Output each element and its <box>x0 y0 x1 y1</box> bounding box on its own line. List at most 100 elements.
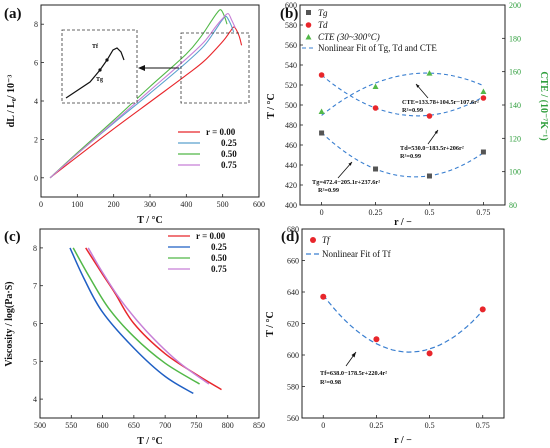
panel-b-tg-point <box>480 149 486 155</box>
panel-d-ytick-label: 620 <box>287 320 299 329</box>
panel-a-inset-tf-marker <box>105 58 109 62</box>
panel-a-inset-tf-label: Tf <box>92 44 99 50</box>
panel-a-ytick-label: 6 <box>34 59 38 68</box>
panel-b-ytick-label: 440 <box>285 161 297 170</box>
panel-b-ylabel: T / °C <box>266 93 277 119</box>
panel-d-ytick-label: 660 <box>287 257 299 266</box>
panel-c-ytick-label: 6 <box>33 320 37 329</box>
panel-a-legend: r = 0.000.250.500.75 <box>178 127 237 170</box>
panel-d-tf-arrow-head <box>351 352 356 358</box>
panel-d: (d) 0 0.25 0.5 0.75 560 580 600 620 640 660 680 r … <box>265 225 505 446</box>
panel-d-ytick-label: 560 <box>287 414 299 423</box>
panel-a-inset-tg-label: Tg <box>96 77 103 83</box>
legend-tg-marker <box>306 10 311 15</box>
panel-c-ytick-label: 4 <box>33 395 37 404</box>
panel-b-xlabel: r / − <box>394 217 412 228</box>
panel-b-xtick-label: 0.75 <box>476 208 490 217</box>
panel-b-ytick-label: 540 <box>285 61 297 70</box>
panel-a-inset-box <box>61 29 138 104</box>
panel-a-inset-tg-marker <box>98 68 102 72</box>
panel-d-ytick-label: 600 <box>287 351 299 360</box>
panel-b-cte-point <box>480 88 487 94</box>
panel-b-tg-eq: Tg=472.4−205.1r+237.6r² <box>312 179 380 186</box>
panel-a-xtick-label: 100 <box>71 200 83 209</box>
panel-a-series-0.50 <box>49 9 228 179</box>
panel-a-xtick-label: 300 <box>144 200 156 209</box>
panel-b-xtick-label: 0.25 <box>369 208 383 217</box>
panel-b-ytick-label: 520 <box>285 81 297 90</box>
legend-td-label: Td <box>318 20 328 30</box>
panel-c-xtick-label: 650 <box>128 421 140 430</box>
panel-c-label: (c) <box>4 229 21 245</box>
panel-c-xtick-label: 850 <box>253 421 265 430</box>
panel-d-tf-point <box>320 293 327 300</box>
panel-d-xtick-label: 0 <box>321 421 325 430</box>
panel-c-xlabel: T / °C <box>137 436 163 447</box>
panel-b-tg-r2: R²=0.99 <box>318 187 339 194</box>
legend-label-0.50: 0.50 <box>221 149 237 159</box>
panel-a-inset-arrowhead <box>138 65 145 71</box>
panel-b-td-r2: R²=0.99 <box>400 153 421 160</box>
panel-b-ytick-label: 580 <box>285 21 297 30</box>
panel-b-ytick-label: 500 <box>285 101 297 110</box>
panel-b-cte-point <box>372 83 379 89</box>
panel-c-xtick-label: 750 <box>190 421 202 430</box>
panel-a-xtick-label: 400 <box>180 200 192 209</box>
legend-td-marker <box>305 22 312 28</box>
panel-c-xtick-label: 600 <box>97 421 109 430</box>
panel-b-label: (b) <box>280 6 298 22</box>
panel-b-ytick-label: 600 <box>285 1 297 10</box>
panel-b-ytick-label: 460 <box>285 141 297 150</box>
panel-b-cte-point <box>318 108 325 114</box>
panel-b-xtick-label: 0.5 <box>424 208 434 217</box>
panel-b-fit-cte <box>321 72 484 116</box>
panel-c-ytick-label: 8 <box>33 244 37 253</box>
panel-b-y2tick-label: 100 <box>509 168 521 177</box>
panel-a-ytick-label: 4 <box>34 97 38 106</box>
panel-c: (c) 500 550 600 650 700 750 800 850 4 5 6 7 8 T / °C… <box>4 228 265 447</box>
panel-d-tf-r2: R²=0.98 <box>320 379 341 386</box>
panel-d-tf-point <box>479 306 486 313</box>
panel-d-ytick-label: 680 <box>287 225 299 234</box>
panel-c-xtick-label: 500 <box>34 421 46 430</box>
panel-b-y2tick-label: 200 <box>509 1 521 10</box>
panel-d-xtick-label: 0.25 <box>369 421 383 430</box>
panel-a-ytick-label: 0 <box>34 174 38 183</box>
panel-d-xtick-label: 0.5 <box>425 421 435 430</box>
panel-d-xlabel: r / − <box>394 435 412 446</box>
panel-d-ylabel: T / °C <box>265 311 276 337</box>
panel-d-fit-tf <box>322 294 484 353</box>
panel-a-zoom-region <box>180 32 250 104</box>
legend-fit-label: Nonlinear Fit of Tf <box>322 249 391 259</box>
panel-b-cte-point <box>426 70 433 76</box>
panel-b-y2tick-label: 180 <box>509 34 521 43</box>
panel-b-xtick-label: 0 <box>320 208 324 217</box>
legend-label-0.75: 0.75 <box>211 264 227 274</box>
panel-c-ytick-label: 5 <box>33 357 37 366</box>
legend-tf-marker <box>310 237 316 243</box>
panel-b-cte-eq: CTE=133.78+104.5r−107.6r² <box>402 99 479 106</box>
legend-label-0.75: 0.75 <box>221 160 237 170</box>
panel-b-td-point <box>426 113 433 119</box>
panel-b-ytick-label: 420 <box>285 181 297 190</box>
legend-label-0.50: 0.50 <box>211 253 227 263</box>
panel-c-xtick-label: 800 <box>222 421 234 430</box>
panel-b-cte-arrow-head <box>416 84 420 88</box>
panel-c-series-0.00 <box>85 247 222 391</box>
panel-a-label: (a) <box>4 6 22 22</box>
panel-a: (a) 0 100 200 300 400 500 600 0 2 4 6 8 T / °C dL /… <box>4 4 265 226</box>
panel-b-ytick-label: 480 <box>285 121 297 130</box>
panel-b-y2tick-label: 80 <box>509 201 517 210</box>
panel-b-tg-point <box>373 166 379 172</box>
legend-fit-label: Nonlinear Fit of Tg, Td and CTE <box>318 43 437 53</box>
panel-d-tf-eq: Tf=638.0−178.5r+220.4r² <box>320 370 387 377</box>
panel-a-ytick-label: 8 <box>34 20 38 29</box>
panel-b-td-point <box>318 72 325 78</box>
legend-label-0.00: r = 0.00 <box>206 127 236 137</box>
panel-c-series-0.25 <box>69 247 194 395</box>
panel-b-ytick-label: 400 <box>285 201 297 210</box>
panel-a-inset-curve <box>65 47 125 99</box>
panel-a-xtick-label: 200 <box>108 200 120 209</box>
legend-tg-label: Tg <box>318 8 328 18</box>
